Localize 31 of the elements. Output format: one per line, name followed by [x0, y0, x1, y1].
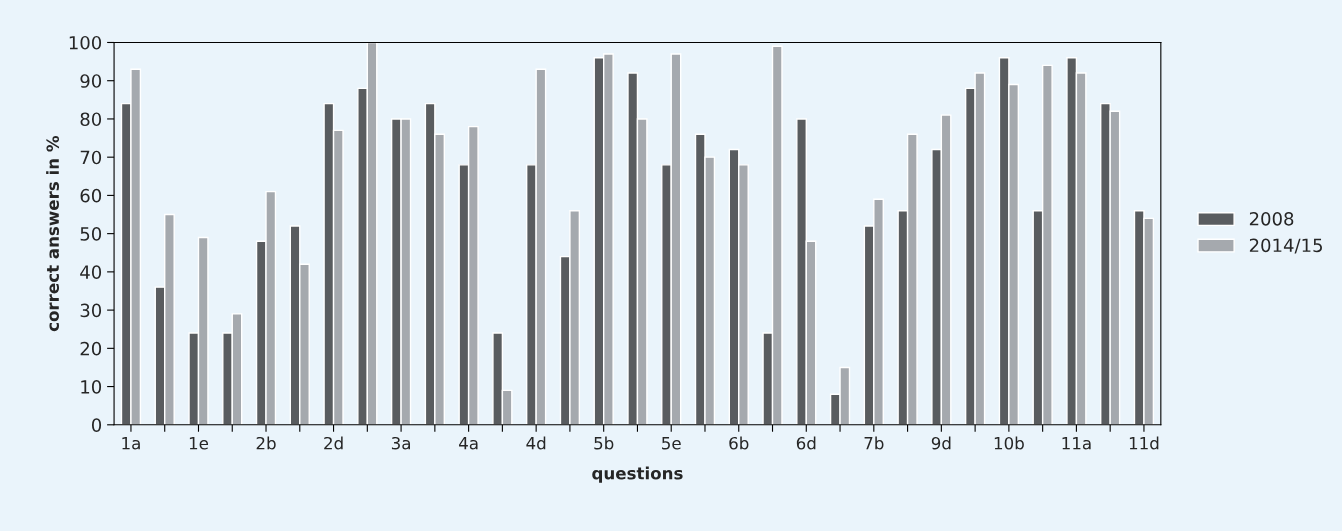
y-tick-label: 20: [80, 341, 102, 356]
y-tick-label: 90: [80, 74, 102, 88]
y-axis-title: correct answers in %: [46, 135, 60, 332]
x-tick-label: 11a: [1062, 437, 1091, 450]
y-tick-label: 50: [80, 227, 102, 241]
y-tick-label: 0: [91, 418, 102, 432]
y-tick-label: 100: [69, 35, 102, 50]
x-tick-label: 1e: [189, 437, 209, 450]
x-tick-label: 5b: [594, 436, 614, 450]
x-tick-label: 3a: [391, 436, 410, 450]
x-tick-label: 6b: [729, 436, 749, 450]
x-tick-label: 4a: [459, 437, 478, 450]
x-tick-label: 2d: [324, 436, 343, 450]
x-tick-label: 10b: [994, 436, 1024, 450]
x-tick-label: 9d: [931, 436, 951, 450]
x-axis-title: questions: [592, 466, 683, 483]
y-tick-label: 10: [81, 380, 102, 394]
y-tick-label: 30: [80, 303, 102, 318]
y-tick-label: 80: [80, 112, 102, 127]
x-tick-label: 1a: [122, 437, 140, 450]
x-tick-label: 6d: [796, 436, 816, 450]
y-tick-label: 70: [80, 150, 102, 165]
legend-label: 2014/15: [1249, 238, 1322, 254]
x-tick-label: 4d: [526, 436, 546, 450]
legend-label: 2008: [1249, 211, 1294, 226]
y-tick-label: 60: [80, 188, 102, 203]
x-tick-label: 5e: [662, 437, 681, 450]
x-tick-label: 7b: [864, 436, 884, 450]
x-tick-label: 11d: [1129, 436, 1159, 450]
y-tick-label: 40: [80, 265, 102, 279]
x-tick-label: 2b: [256, 436, 276, 450]
